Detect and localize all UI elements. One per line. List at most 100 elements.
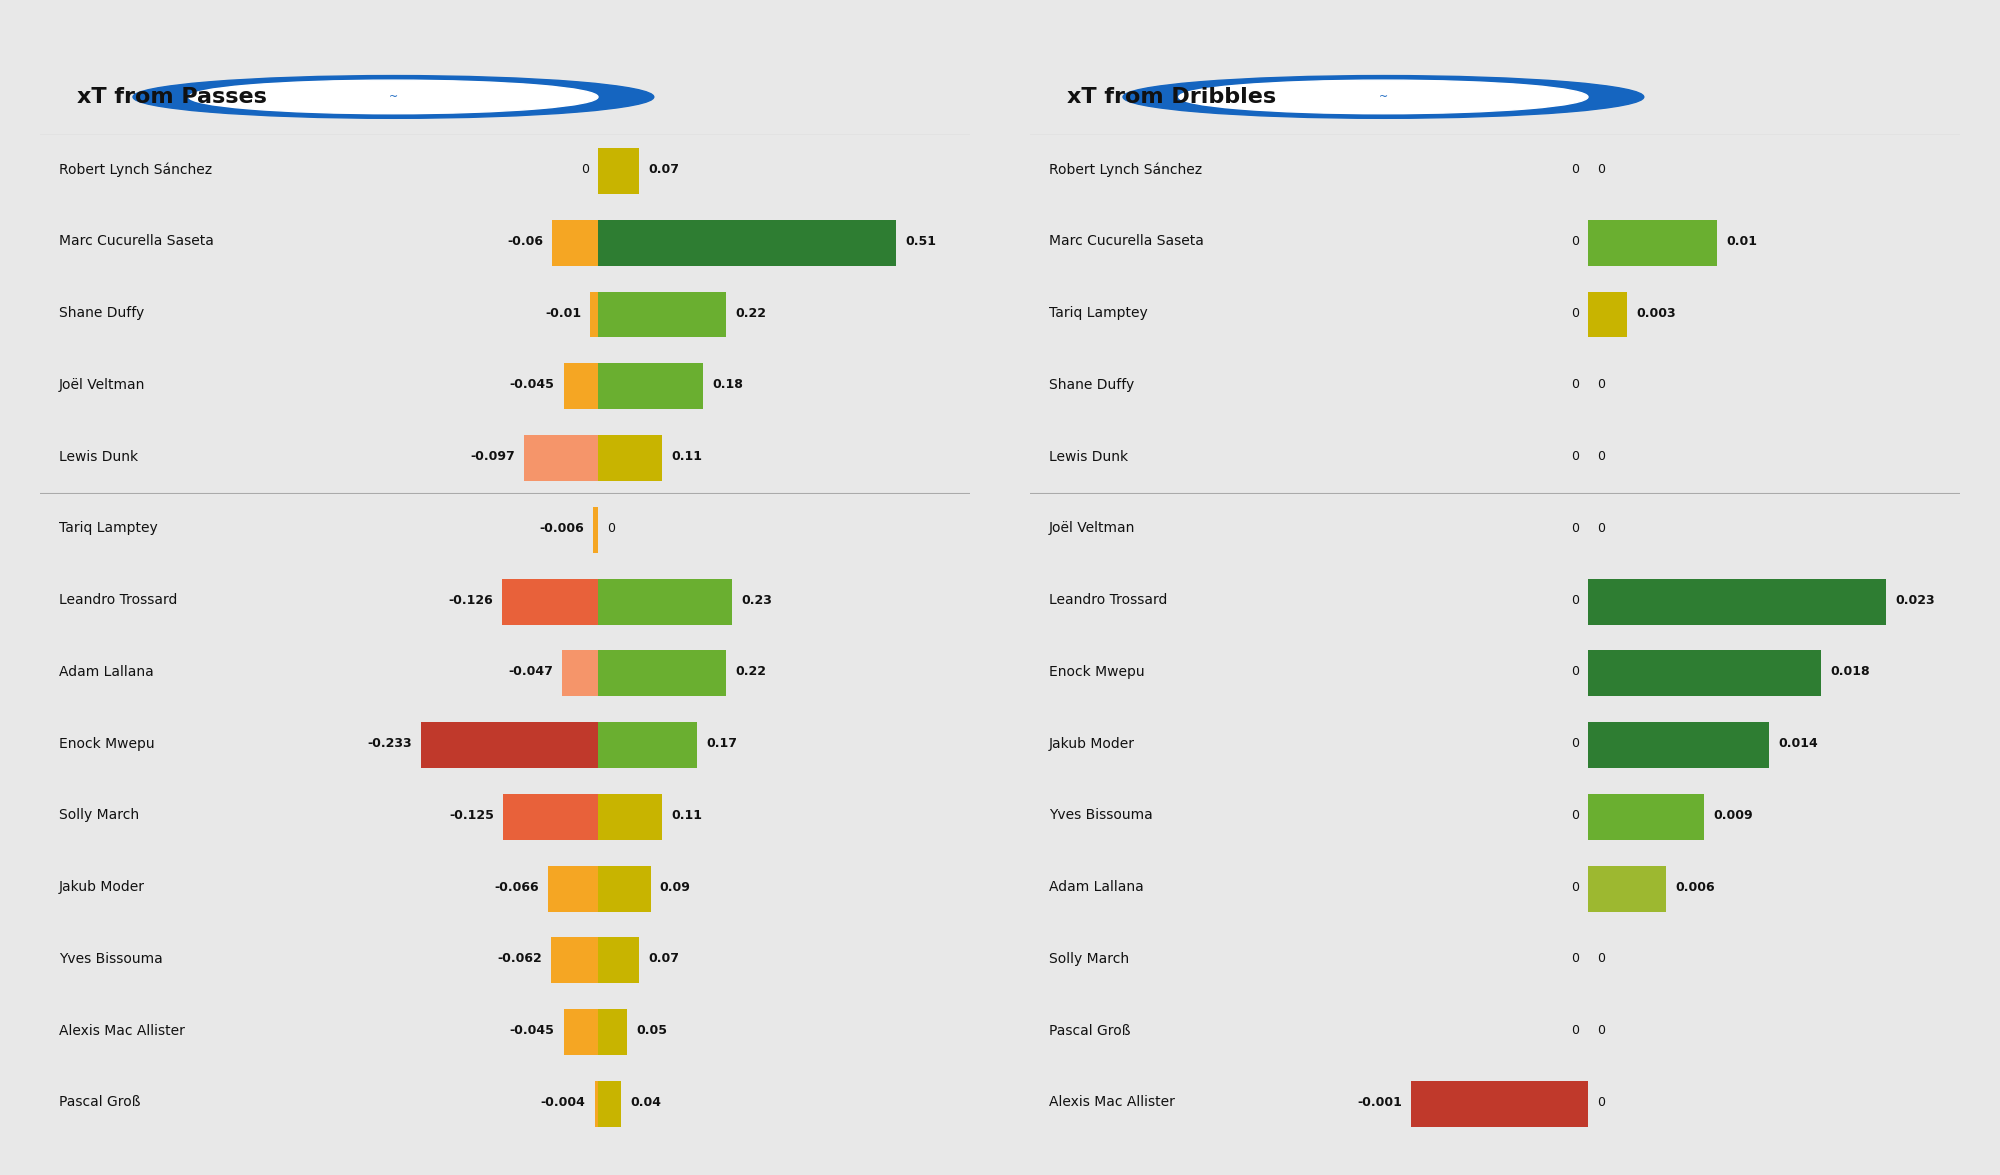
Text: -0.001: -0.001 bbox=[1358, 1096, 1402, 1109]
Text: Alexis Mac Allister: Alexis Mac Allister bbox=[58, 1023, 184, 1038]
Text: 0: 0 bbox=[1570, 880, 1578, 894]
Text: Joël Veltman: Joël Veltman bbox=[1048, 522, 1134, 536]
Text: 0.07: 0.07 bbox=[648, 163, 680, 176]
FancyBboxPatch shape bbox=[598, 723, 698, 768]
Text: -0.01: -0.01 bbox=[544, 307, 582, 320]
Text: ~: ~ bbox=[1378, 92, 1388, 102]
FancyBboxPatch shape bbox=[594, 506, 598, 552]
Text: 0: 0 bbox=[1570, 665, 1578, 678]
Text: -0.047: -0.047 bbox=[508, 665, 554, 678]
Text: Adam Lallana: Adam Lallana bbox=[1048, 880, 1144, 894]
Text: Solly March: Solly March bbox=[1048, 952, 1128, 966]
Text: -0.004: -0.004 bbox=[540, 1096, 586, 1109]
Text: Solly March: Solly March bbox=[58, 808, 138, 822]
FancyBboxPatch shape bbox=[598, 220, 896, 266]
FancyBboxPatch shape bbox=[550, 938, 598, 983]
Text: Adam Lallana: Adam Lallana bbox=[58, 665, 154, 679]
FancyBboxPatch shape bbox=[502, 578, 598, 625]
Text: 0.22: 0.22 bbox=[736, 665, 766, 678]
Text: Enock Mwepu: Enock Mwepu bbox=[1048, 665, 1144, 679]
Text: 0.22: 0.22 bbox=[736, 307, 766, 320]
Text: 0.003: 0.003 bbox=[1636, 307, 1676, 320]
Text: -0.045: -0.045 bbox=[510, 1025, 554, 1038]
Text: 0.17: 0.17 bbox=[706, 737, 738, 750]
Text: Lewis Dunk: Lewis Dunk bbox=[1048, 450, 1128, 464]
Text: -0.126: -0.126 bbox=[448, 593, 494, 606]
Text: Leandro Trossard: Leandro Trossard bbox=[1048, 593, 1166, 607]
Text: -0.006: -0.006 bbox=[540, 522, 584, 535]
Text: -0.06: -0.06 bbox=[508, 235, 544, 248]
FancyBboxPatch shape bbox=[1588, 578, 1886, 625]
FancyBboxPatch shape bbox=[598, 363, 704, 409]
Text: 0.023: 0.023 bbox=[1894, 593, 1934, 606]
Text: Leandro Trossard: Leandro Trossard bbox=[58, 593, 176, 607]
FancyBboxPatch shape bbox=[1412, 1081, 1588, 1127]
Text: 0: 0 bbox=[1598, 953, 1606, 966]
FancyBboxPatch shape bbox=[598, 1009, 628, 1055]
FancyBboxPatch shape bbox=[422, 723, 598, 768]
Text: 0.23: 0.23 bbox=[742, 593, 772, 606]
Text: Marc Cucurella Saseta: Marc Cucurella Saseta bbox=[58, 234, 214, 248]
Text: 0.04: 0.04 bbox=[630, 1096, 662, 1109]
Text: -0.062: -0.062 bbox=[496, 953, 542, 966]
Text: 0: 0 bbox=[1570, 593, 1578, 606]
Text: Yves Bissouma: Yves Bissouma bbox=[58, 952, 162, 966]
FancyBboxPatch shape bbox=[552, 220, 598, 266]
Text: Pascal Groß: Pascal Groß bbox=[1048, 1023, 1130, 1038]
Text: ~: ~ bbox=[388, 92, 398, 102]
Text: 0.014: 0.014 bbox=[1778, 737, 1818, 750]
Text: -0.233: -0.233 bbox=[368, 737, 412, 750]
FancyBboxPatch shape bbox=[504, 794, 598, 840]
Text: 0: 0 bbox=[1598, 450, 1606, 463]
Text: -0.066: -0.066 bbox=[494, 880, 538, 894]
Text: Marc Cucurella Saseta: Marc Cucurella Saseta bbox=[1048, 234, 1204, 248]
FancyBboxPatch shape bbox=[1588, 794, 1704, 840]
Text: 0.006: 0.006 bbox=[1674, 880, 1714, 894]
Text: 0.07: 0.07 bbox=[648, 953, 680, 966]
FancyBboxPatch shape bbox=[564, 1009, 598, 1055]
Text: 0: 0 bbox=[608, 522, 616, 535]
FancyBboxPatch shape bbox=[1588, 723, 1770, 768]
Text: 0: 0 bbox=[1598, 378, 1606, 391]
Text: -0.045: -0.045 bbox=[510, 378, 554, 391]
Text: 0.11: 0.11 bbox=[672, 808, 702, 821]
Text: Joël Veltman: Joël Veltman bbox=[58, 378, 144, 391]
Text: Robert Lynch Sánchez: Robert Lynch Sánchez bbox=[58, 162, 212, 176]
Text: 0: 0 bbox=[1570, 378, 1578, 391]
FancyBboxPatch shape bbox=[594, 1081, 598, 1127]
Text: Yves Bissouma: Yves Bissouma bbox=[1048, 808, 1152, 822]
FancyBboxPatch shape bbox=[524, 435, 598, 481]
FancyBboxPatch shape bbox=[598, 1081, 622, 1127]
Text: 0: 0 bbox=[1570, 1025, 1578, 1038]
Text: Shane Duffy: Shane Duffy bbox=[1048, 378, 1134, 391]
Text: 0: 0 bbox=[1570, 163, 1578, 176]
Circle shape bbox=[1178, 80, 1588, 114]
Text: xT from Dribbles: xT from Dribbles bbox=[1068, 87, 1276, 107]
Text: 0: 0 bbox=[1570, 522, 1578, 535]
Text: -0.097: -0.097 bbox=[470, 450, 516, 463]
Text: 0: 0 bbox=[1570, 307, 1578, 320]
FancyBboxPatch shape bbox=[598, 291, 726, 337]
Text: xT from Passes: xT from Passes bbox=[78, 87, 268, 107]
Text: Robert Lynch Sánchez: Robert Lynch Sánchez bbox=[1048, 162, 1202, 176]
Text: 0: 0 bbox=[1598, 1096, 1606, 1109]
Text: 0: 0 bbox=[1598, 163, 1606, 176]
Text: Jakub Moder: Jakub Moder bbox=[1048, 737, 1134, 751]
FancyBboxPatch shape bbox=[562, 650, 598, 697]
Text: 0: 0 bbox=[1598, 522, 1606, 535]
Circle shape bbox=[188, 80, 598, 114]
FancyBboxPatch shape bbox=[548, 866, 598, 912]
Text: 0.18: 0.18 bbox=[712, 378, 744, 391]
Text: 0: 0 bbox=[1570, 450, 1578, 463]
Text: Jakub Moder: Jakub Moder bbox=[58, 880, 144, 894]
FancyBboxPatch shape bbox=[598, 578, 732, 625]
Text: -0.125: -0.125 bbox=[450, 808, 494, 821]
Text: 0.05: 0.05 bbox=[636, 1025, 668, 1038]
FancyBboxPatch shape bbox=[1588, 291, 1626, 337]
Text: Tariq Lamptey: Tariq Lamptey bbox=[1048, 306, 1148, 320]
Text: 0.01: 0.01 bbox=[1726, 235, 1758, 248]
FancyBboxPatch shape bbox=[598, 148, 638, 194]
Text: 0: 0 bbox=[1570, 235, 1578, 248]
FancyBboxPatch shape bbox=[598, 794, 662, 840]
Text: 0.51: 0.51 bbox=[904, 235, 936, 248]
